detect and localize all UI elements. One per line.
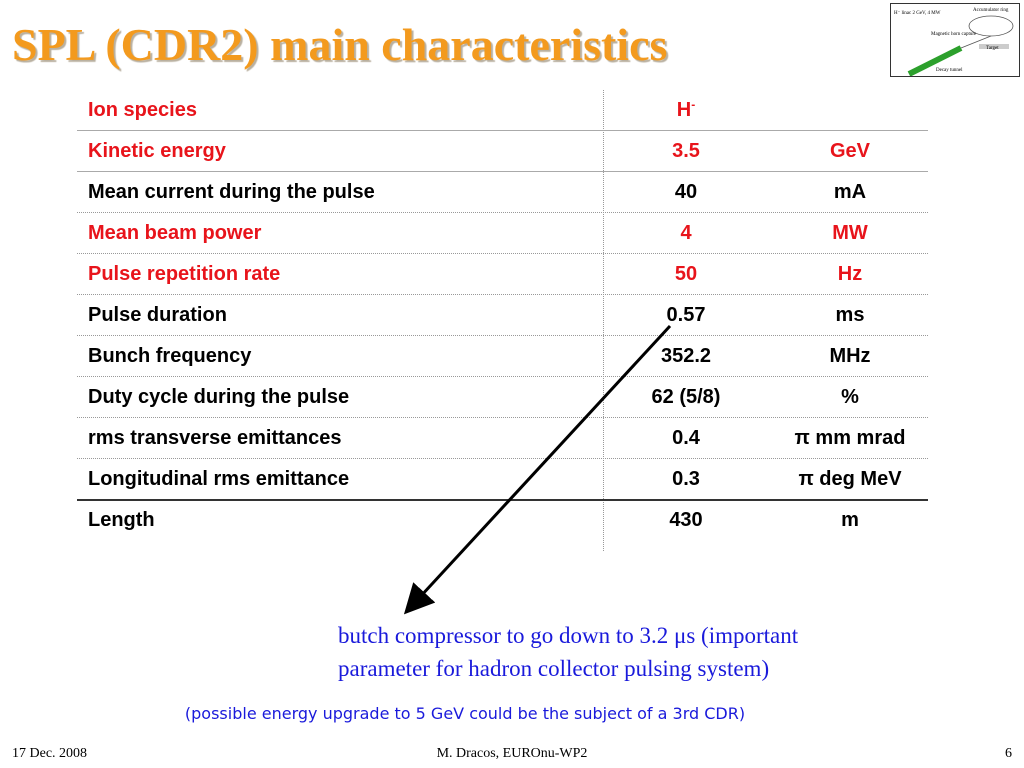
row-label: Mean beam power bbox=[88, 222, 262, 244]
transfer bbox=[960, 35, 992, 49]
row-label: rms transverse emittances bbox=[88, 427, 342, 449]
row-separator bbox=[77, 294, 928, 295]
row-unit: mA bbox=[833, 181, 867, 203]
row-unit: π deg MeV bbox=[798, 468, 902, 490]
fig-label: Target bbox=[986, 46, 999, 51]
value-text: 430 bbox=[669, 509, 703, 531]
row-separator bbox=[77, 499, 928, 501]
row-separator bbox=[77, 253, 928, 254]
row-unit: m bbox=[841, 509, 859, 531]
fig-label: Accumulator ring bbox=[973, 8, 1009, 13]
value-text: 62 (5/8) bbox=[651, 386, 721, 408]
value-text: 0.57 bbox=[666, 304, 706, 326]
thumbnail-drawing bbox=[907, 15, 1014, 77]
row-label: Kinetic energy bbox=[88, 140, 226, 162]
row-label: Bunch frequency bbox=[88, 345, 252, 367]
value-text: 3.5 bbox=[672, 140, 700, 162]
column-divider bbox=[603, 90, 604, 551]
value-text: 40 bbox=[674, 181, 698, 203]
tunnel bbox=[979, 44, 1009, 49]
row-separator bbox=[77, 212, 928, 213]
row-unit: Hz bbox=[837, 263, 863, 285]
fig-label: Magnetic horn capture bbox=[931, 32, 977, 37]
value-text: 352.2 bbox=[660, 345, 712, 367]
fig-label: Decay tunnel bbox=[936, 68, 963, 73]
row-unit: MHz bbox=[829, 345, 871, 367]
footer-center: M. Dracos, EUROnu-WP2 bbox=[436, 746, 588, 761]
title: SPL (CDR2) main characteristics bbox=[12, 19, 668, 70]
annotation-line: parameter for hadron collector pulsing s… bbox=[338, 656, 770, 681]
footer-right: 6 bbox=[1005, 746, 1012, 761]
row-value: 40 bbox=[606, 172, 766, 213]
row-unit: GeV bbox=[829, 140, 871, 162]
table: Ion species H- Kinetic energy 3.5 GeV Mean cu… bbox=[77, 90, 928, 551]
thumbnail: H⁻ linac 2 GeV, 4 MW Accumulator ring Ma… bbox=[890, 3, 1020, 77]
row-value: 50 bbox=[606, 254, 766, 295]
row-value: H- bbox=[606, 90, 766, 131]
row-value: 0.3 bbox=[606, 459, 766, 500]
row-separator bbox=[77, 130, 928, 131]
row-value: 3.5 bbox=[606, 131, 766, 172]
row-unit: ms bbox=[835, 304, 865, 326]
row-label: Mean current during the pulse bbox=[88, 181, 375, 203]
linac bbox=[907, 45, 963, 77]
row-unit: π mm mrad bbox=[794, 427, 906, 449]
value-text: 0.3 bbox=[672, 468, 700, 490]
row-separator bbox=[77, 417, 928, 418]
value-text: 50 bbox=[674, 263, 698, 285]
arrow bbox=[403, 324, 672, 615]
row-label: Ion species bbox=[88, 99, 197, 121]
row-unit: % bbox=[841, 386, 859, 408]
value-text: 4 bbox=[680, 222, 692, 244]
value-text: 0.4 bbox=[672, 427, 700, 449]
row-separator bbox=[77, 376, 928, 377]
row-label: Longitudinal rms emittance bbox=[88, 468, 350, 490]
row-value: 0.4 bbox=[606, 418, 766, 459]
row-value: 430 bbox=[606, 500, 766, 541]
row-label: Pulse repetition rate bbox=[88, 263, 281, 285]
value-text: H bbox=[676, 99, 692, 121]
fig-label: H⁻ linac 2 GeV, 4 MW bbox=[894, 11, 941, 16]
annotation-line: butch compressor to go down to 3.2 μs (i… bbox=[338, 623, 799, 648]
row-value: 4 bbox=[606, 213, 766, 254]
row-separator bbox=[77, 335, 928, 336]
row-value: 62 (5/8) bbox=[606, 377, 766, 418]
value-sup: - bbox=[691, 97, 696, 112]
row-separator bbox=[77, 171, 928, 172]
row-unit: MW bbox=[832, 222, 868, 244]
row-label: Pulse duration bbox=[88, 304, 227, 326]
footer-left: 17 Dec. 2008 bbox=[12, 746, 88, 761]
row-label: Length bbox=[88, 509, 155, 531]
note: (possible energy upgrade to 5 GeV could … bbox=[184, 704, 746, 723]
row-separator bbox=[77, 458, 928, 459]
row-label: Duty cycle during the pulse bbox=[88, 386, 350, 408]
row-value: 352.2 bbox=[606, 336, 766, 377]
row-value: 0.57 bbox=[606, 295, 766, 336]
